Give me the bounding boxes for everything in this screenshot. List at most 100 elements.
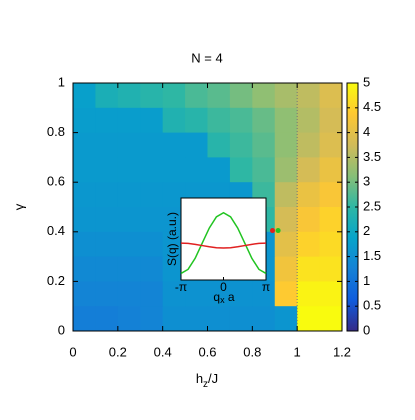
heat-cell	[207, 306, 231, 331]
x-tick-label: 0.6	[198, 344, 216, 359]
heat-cell	[140, 107, 164, 134]
colorbar-tick-label: 3	[363, 174, 370, 189]
inset-y-label: S(q) (a.u.)	[165, 212, 179, 266]
heat-cell	[73, 256, 96, 282]
heat-cell	[319, 83, 342, 109]
heat-cell	[319, 231, 342, 258]
heat-cell	[297, 281, 321, 307]
colorbar-tick-label: 4	[363, 124, 370, 139]
x-tick-label: 0.8	[243, 344, 261, 359]
heat-cell	[140, 207, 164, 233]
inset-line	[180, 211, 267, 275]
heat-cell	[117, 157, 141, 183]
heat-cell	[162, 132, 186, 158]
heat-cell	[117, 231, 141, 258]
heat-cell	[162, 157, 186, 183]
heat-cell	[162, 83, 186, 109]
heat-cell	[319, 157, 342, 183]
heat-cell	[319, 107, 342, 134]
heat-cell	[73, 207, 96, 233]
heat-cell	[117, 132, 141, 158]
heat-cell	[73, 182, 96, 208]
colorbar-tick-label: 0	[363, 322, 370, 337]
heat-cell	[252, 83, 276, 109]
heat-cell	[140, 256, 164, 282]
heat-cell	[162, 306, 186, 331]
x-tick-label: 0	[69, 344, 76, 359]
heat-cell	[140, 231, 164, 258]
heat-cell	[185, 157, 208, 183]
heat-cell	[185, 107, 208, 134]
heat-cell	[117, 83, 141, 109]
inset-x-tick-label: -π	[175, 280, 187, 294]
heat-cell	[297, 306, 321, 331]
heat-cell	[162, 231, 186, 258]
y-tick-label: 0.2	[47, 273, 65, 288]
heat-cell	[162, 107, 186, 134]
heat-cell	[207, 83, 231, 109]
heat-cell	[185, 132, 208, 158]
heat-cell	[95, 281, 119, 307]
heat-cell	[140, 132, 164, 158]
x-axis-label-part: z	[203, 379, 208, 390]
heat-cell	[162, 256, 186, 282]
heat-cell	[95, 207, 119, 233]
heat-cell	[319, 281, 342, 307]
heat-cell	[274, 207, 298, 233]
heat-cell	[274, 107, 298, 134]
heat-cell	[274, 231, 298, 258]
inset-x-label: qx a	[213, 290, 235, 305]
heat-cell	[252, 281, 276, 307]
heat-cell	[140, 306, 164, 331]
colorbar-tick-label: 1	[363, 273, 370, 288]
inset-x-tick-label: 0	[220, 280, 227, 294]
x-axis-label-part: /J	[208, 371, 218, 386]
inset-line	[180, 242, 267, 249]
heat-cell	[297, 132, 321, 158]
marker	[270, 228, 276, 234]
heat-cell	[297, 207, 321, 233]
colorbar-tick-label: 4.5	[363, 99, 381, 114]
heat-cell	[252, 306, 276, 331]
heat-cell	[73, 281, 96, 307]
heat-cell	[252, 157, 276, 183]
y-tick-label: 0.4	[47, 223, 65, 238]
heat-cell	[140, 281, 164, 307]
y-tick-label: 0	[58, 322, 65, 337]
heat-cell	[207, 107, 231, 134]
heat-cell	[274, 157, 298, 183]
heat-cell	[274, 132, 298, 158]
heat-cell	[117, 281, 141, 307]
heat-cell	[207, 132, 231, 158]
heat-cell	[185, 83, 208, 109]
heat-cell	[117, 182, 141, 208]
heat-cell	[229, 107, 253, 134]
colorbar-tick-label: 5	[363, 74, 370, 89]
heat-cell	[229, 306, 253, 331]
inset-x-tick-label: π	[262, 280, 270, 294]
heat-cell	[117, 256, 141, 282]
inset-x-label-part: a	[225, 290, 235, 304]
x-tick-label: 1.2	[333, 344, 351, 359]
heat-cell	[95, 256, 119, 282]
heat-cell	[73, 83, 96, 109]
heat-cell	[140, 182, 164, 208]
heat-cell	[95, 306, 119, 331]
heat-cell	[319, 256, 342, 282]
x-tick-label: 0.2	[109, 344, 127, 359]
heat-cell	[95, 182, 119, 208]
heat-cell	[252, 132, 276, 158]
colorbar-tick-label: 2.5	[363, 198, 381, 213]
y-axis-label: γ	[11, 203, 26, 210]
heat-cell	[95, 107, 119, 134]
inset-x-label-part: q	[213, 290, 220, 304]
heat-cell	[162, 182, 186, 208]
colorbar-tick-label: 3.5	[363, 149, 381, 164]
heat-cell	[117, 306, 141, 331]
heat-cell	[297, 107, 321, 134]
heat-cell	[95, 132, 119, 158]
overlay: 0 0.2 0.4 0.6 0.8 1 1.2 0 0.2 0.4 0.6 0.8 1 hz/J 0 0.5 1…	[47, 74, 381, 389]
heat-cell	[95, 157, 119, 183]
heat-cell	[185, 281, 208, 307]
heat-cell	[73, 132, 96, 158]
